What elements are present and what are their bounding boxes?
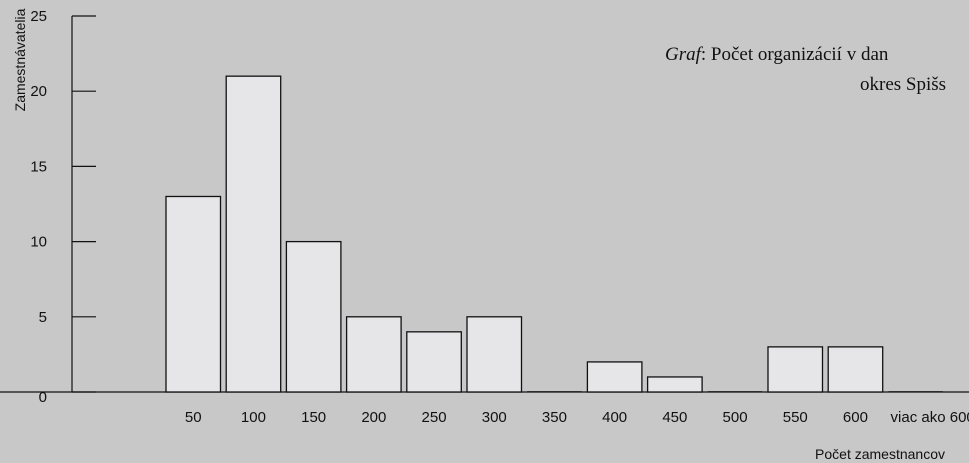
x-tick-label: 200 — [361, 409, 386, 426]
bar — [707, 391, 763, 392]
chart-title-line-2: okres Spišs — [860, 74, 946, 95]
y-ticks: 0 5 10 15 20 25 — [30, 8, 96, 406]
bar — [827, 346, 884, 393]
x-tick-label: 500 — [723, 409, 748, 426]
x-tick-label: 600 — [843, 409, 868, 426]
bar — [888, 391, 943, 392]
bar — [646, 376, 703, 393]
bar — [527, 391, 582, 392]
y-tick-label: 25 — [30, 8, 47, 25]
x-tick-label: 150 — [301, 409, 326, 426]
x-tick-label: 300 — [482, 409, 507, 426]
bars — [165, 75, 943, 393]
chart-title-line-1: Graf: Počet organizácií v dan — [665, 44, 889, 65]
x-tick-label: 50 — [185, 409, 202, 426]
x-tick-label: viac ako 600 — [891, 409, 969, 426]
bar — [767, 346, 824, 393]
x-axis-title: Počet zamestnancov — [815, 446, 945, 462]
y-axis-title: Zamestnávatelia — [12, 8, 28, 111]
x-tick-label: 550 — [783, 409, 808, 426]
x-tick-label: 100 — [241, 409, 266, 426]
x-tick-label: 350 — [542, 409, 567, 426]
bar — [165, 195, 222, 393]
chart-title-main: : Počet organizácií v dan — [701, 44, 889, 65]
x-ticks: 50 100 150 200 250 300 350 400 450 500 550 600 viac … — [185, 409, 969, 426]
bar — [466, 316, 523, 393]
y-tick-label: 15 — [30, 158, 47, 175]
bar — [406, 331, 462, 393]
bar — [345, 316, 402, 393]
y-tick-label: 0 — [39, 389, 47, 406]
x-tick-label: 400 — [602, 409, 627, 426]
bar — [586, 361, 643, 393]
y-tick-label: 10 — [30, 234, 47, 251]
bar — [225, 75, 282, 393]
y-tick-label: 5 — [39, 309, 47, 326]
bar — [285, 240, 342, 393]
x-tick-label: 450 — [662, 409, 687, 426]
x-tick-label: 250 — [422, 409, 447, 426]
y-tick-label: 20 — [30, 83, 47, 100]
chart-title-prefix: Graf — [665, 44, 704, 65]
